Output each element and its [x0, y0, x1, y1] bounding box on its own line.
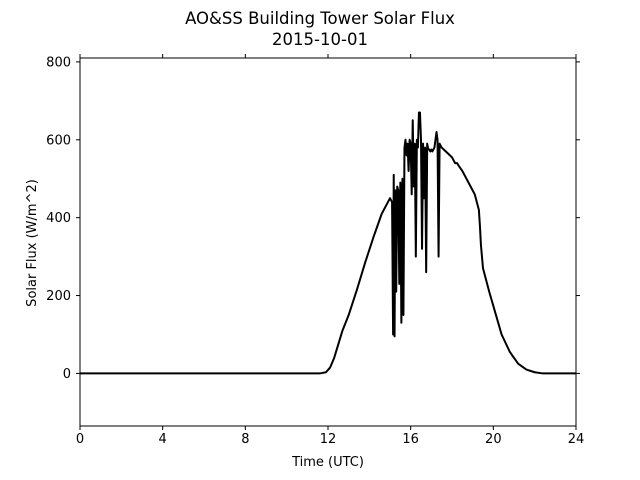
x-tick-label: 0: [76, 432, 84, 447]
x-tick-label: 20: [485, 432, 502, 447]
y-tick-label: 600: [46, 133, 71, 148]
x-tick-label: 12: [320, 432, 337, 447]
x-axis-label: Time (UTC): [291, 455, 364, 470]
chart-title: AO&SS Building Tower Solar Flux: [185, 9, 455, 28]
series-line-0: [80, 111, 576, 375]
x-tick-label: 16: [402, 432, 419, 447]
x-tick-label: 8: [241, 432, 249, 447]
chart-subtitle: 2015-10-01: [272, 30, 368, 49]
plot-area: 0 4 8 12 16 20 24 0 200 400 600 800: [46, 54, 584, 447]
x-tick-label: 24: [568, 432, 585, 447]
x-tick-label: 4: [159, 432, 167, 447]
y-tick-label: 0: [63, 367, 71, 382]
y-tick-label: 200: [46, 289, 71, 304]
y-tick-label: 400: [46, 211, 71, 226]
y-axis-label: Solar Flux (W/m^2): [25, 179, 40, 307]
y-tick-label: 800: [46, 55, 71, 70]
